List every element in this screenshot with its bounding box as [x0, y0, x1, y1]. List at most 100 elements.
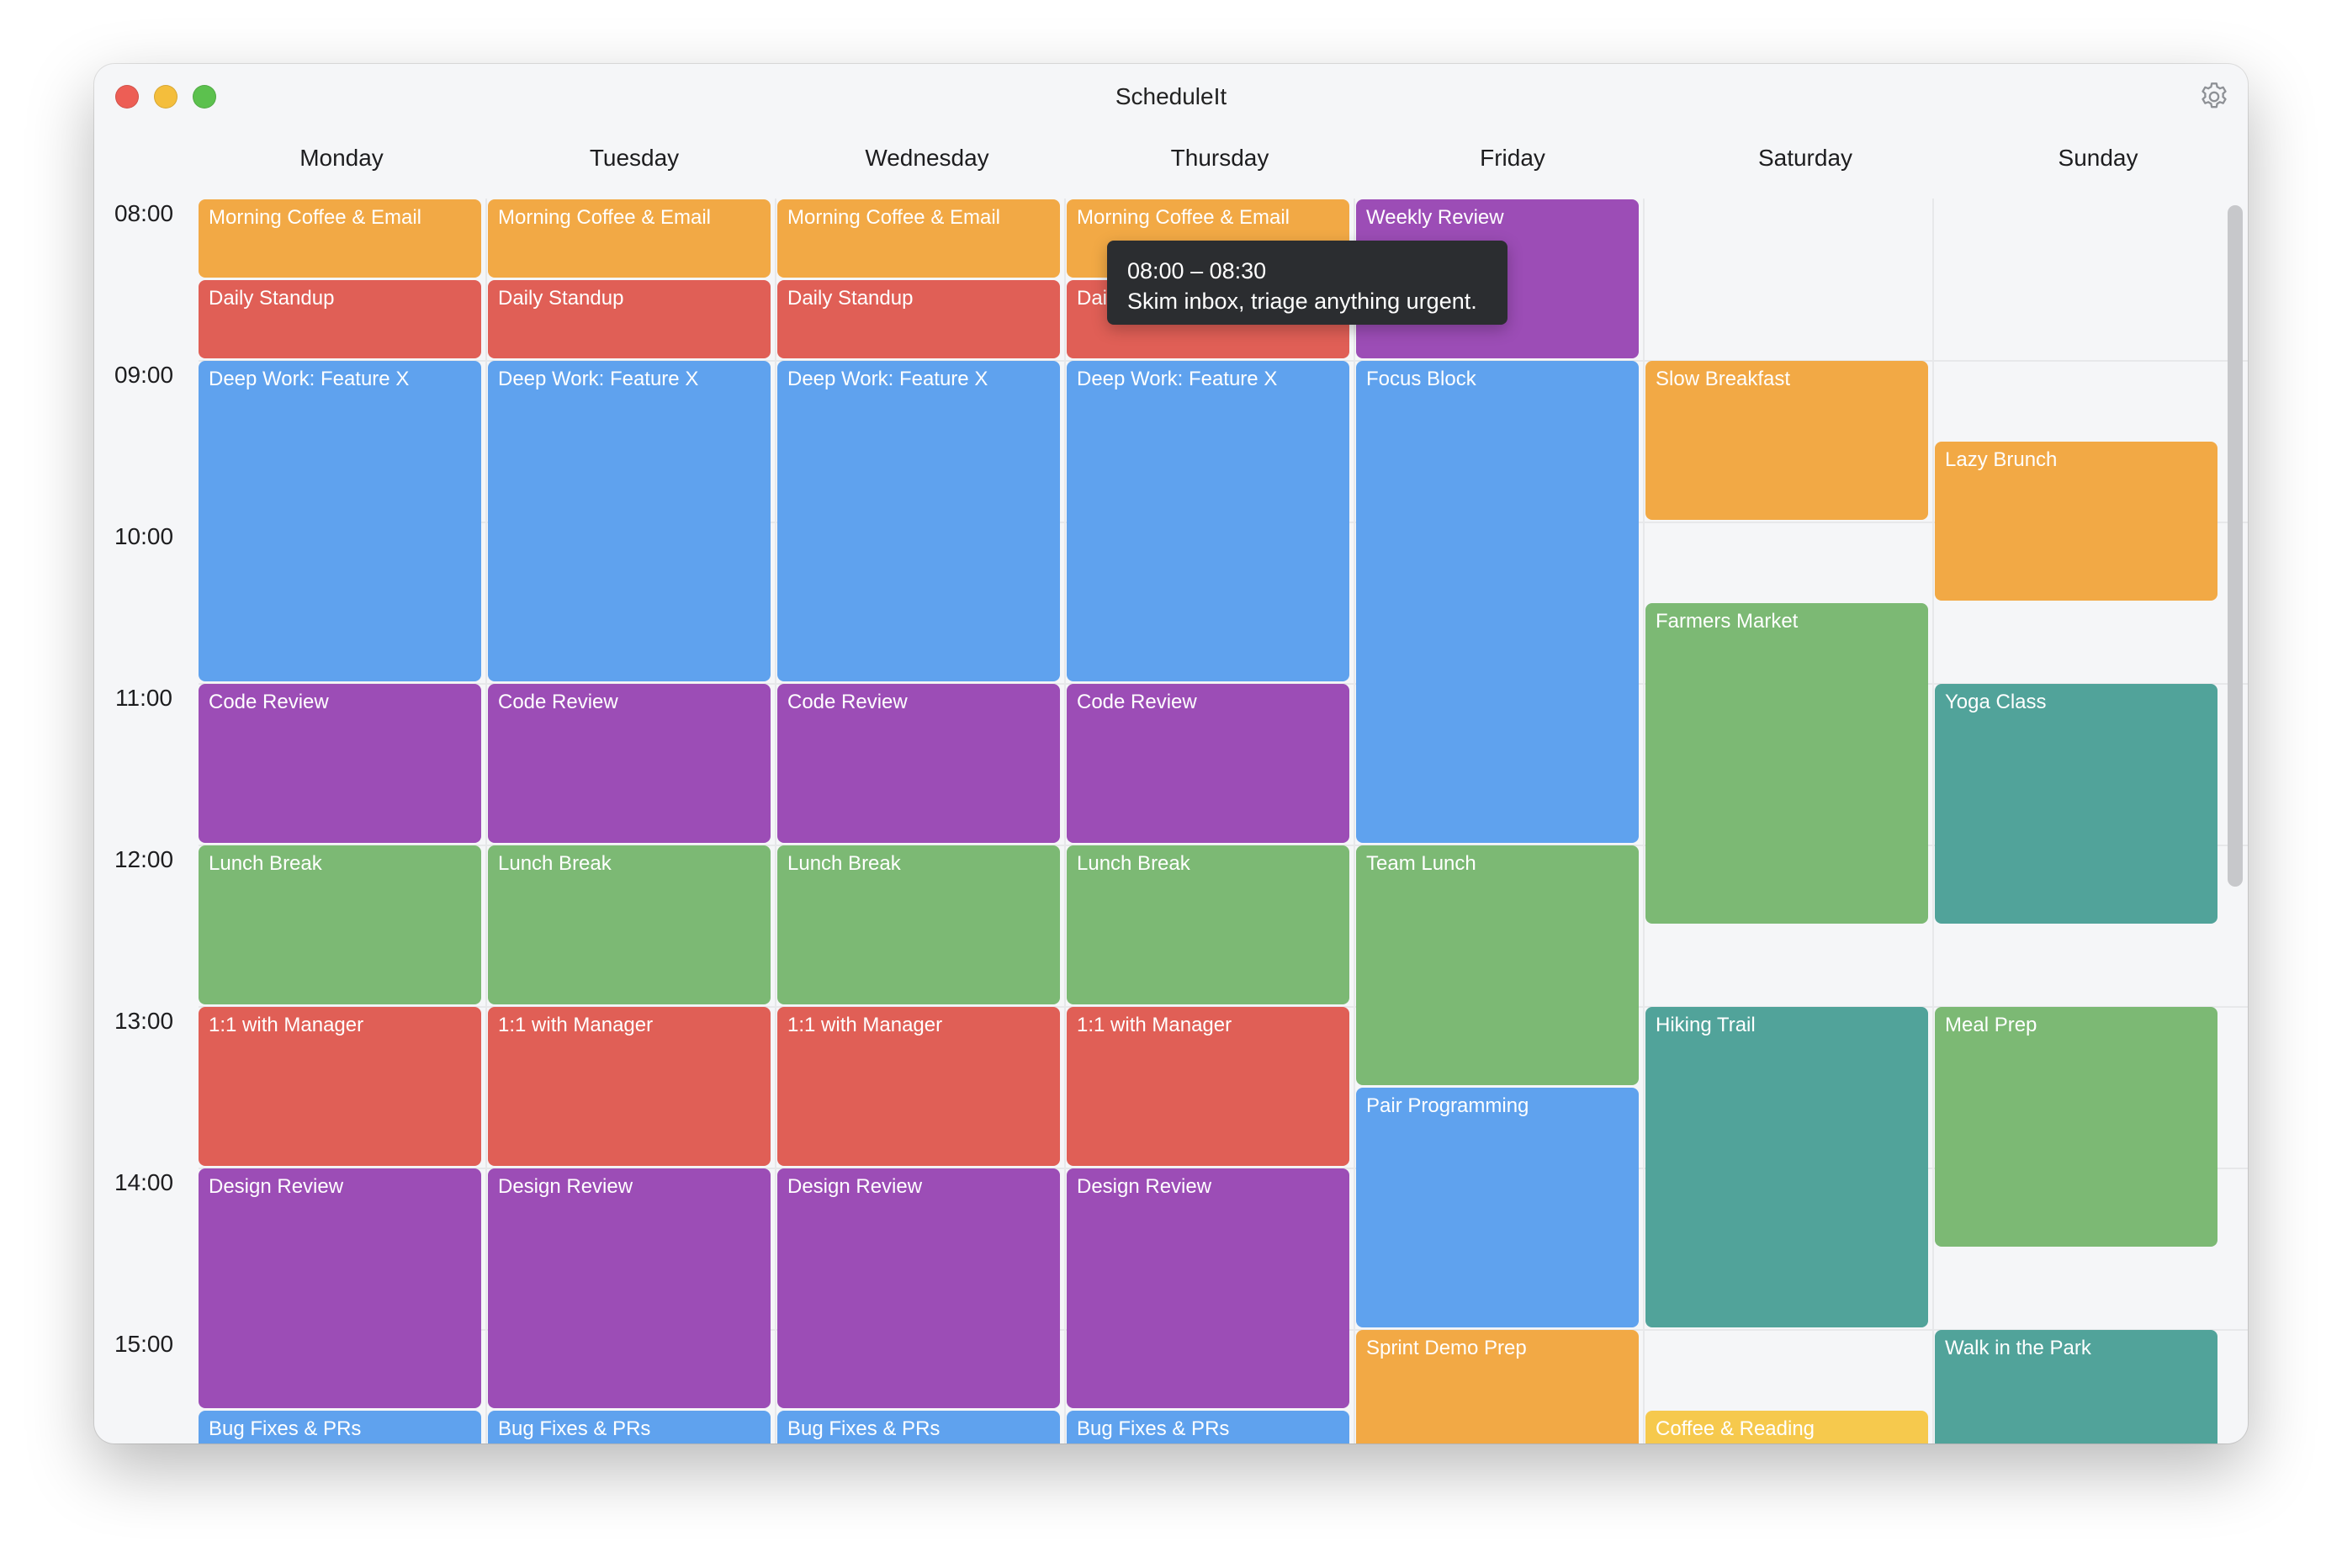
event-block[interactable]: Code Review: [777, 684, 1060, 843]
event-block[interactable]: Yoga Class: [1935, 684, 2217, 924]
event-block[interactable]: Team Lunch: [1356, 845, 1639, 1085]
calendar-grid: 08:00 09:00 10:00 11:00 12:00 13:00 14:00 15:00…: [94, 199, 2248, 1444]
event-title: Morning Coffee & Email: [787, 206, 1001, 229]
event-title: Daily Standup: [209, 287, 335, 310]
event-title: Daily Standup: [787, 287, 914, 310]
event-title: 1:1 with Manager: [1077, 1014, 1232, 1036]
event-block[interactable]: Walk in the Park: [1935, 1330, 2217, 1444]
event-title: Bug Fixes & PRs: [209, 1417, 362, 1440]
event-title: Team Lunch: [1366, 852, 1476, 875]
day-column-divider: [1932, 199, 1934, 1444]
event-title: Slow Breakfast: [1656, 368, 1791, 390]
event-block[interactable]: Deep Work: Feature X: [199, 361, 481, 681]
event-title: Yoga Class: [1945, 691, 2047, 713]
minimize-window-button[interactable]: [154, 85, 178, 109]
day-header-wednesday: Wednesday: [865, 145, 989, 171]
gear-icon: [2202, 82, 2227, 109]
event-title: Morning Coffee & Email: [209, 206, 422, 229]
day-header-monday: Monday: [299, 145, 384, 171]
event-block[interactable]: Deep Work: Feature X: [488, 361, 771, 681]
event-title: Walk in the Park: [1945, 1337, 2091, 1359]
event-tooltip: 08:00 – 08:30 Skim inbox, triage anythin…: [1107, 241, 1507, 325]
app-title: ScheduleIt: [1115, 83, 1227, 109]
event-title: Code Review: [498, 691, 618, 713]
time-label: 11:00: [115, 685, 172, 711]
event-title: Code Review: [787, 691, 908, 713]
event-block[interactable]: Morning Coffee & Email: [777, 199, 1060, 278]
event-block[interactable]: 1:1 with Manager: [777, 1007, 1060, 1166]
event-block[interactable]: Lunch Break: [199, 845, 481, 1004]
event-block[interactable]: Daily Standup: [488, 280, 771, 358]
event-title: Lunch Break: [209, 852, 322, 875]
event-block[interactable]: Design Review: [1067, 1168, 1349, 1408]
maximize-window-button[interactable]: [193, 85, 216, 109]
event-title: Design Review: [209, 1175, 344, 1198]
event-block[interactable]: Lazy Brunch: [1935, 442, 2217, 601]
event-block[interactable]: Pair Programming: [1356, 1088, 1639, 1327]
event-block[interactable]: Code Review: [488, 684, 771, 843]
event-title: Morning Coffee & Email: [1077, 206, 1290, 229]
event-block[interactable]: Focus Block: [1356, 361, 1639, 843]
event-block[interactable]: Design Review: [488, 1168, 771, 1408]
time-label: 14:00: [114, 1169, 174, 1195]
event-title: Bug Fixes & PRs: [498, 1417, 651, 1440]
event-title: Design Review: [787, 1175, 923, 1198]
event-block[interactable]: Lunch Break: [1067, 845, 1349, 1004]
event-block[interactable]: Bug Fixes & PRs: [199, 1411, 481, 1444]
time-label: 15:00: [114, 1331, 174, 1357]
day-header-tuesday: Tuesday: [589, 145, 680, 171]
event-block[interactable]: 1:1 with Manager: [488, 1007, 771, 1166]
event-block[interactable]: Code Review: [1067, 684, 1349, 843]
event-block[interactable]: Coffee & Reading: [1645, 1411, 1928, 1444]
event-block[interactable]: Daily Standup: [777, 280, 1060, 358]
event-block[interactable]: Deep Work: Feature X: [777, 361, 1060, 681]
event-block[interactable]: Morning Coffee & Email: [199, 199, 481, 278]
settings-button[interactable]: [2197, 80, 2231, 114]
close-window-button[interactable]: [115, 85, 139, 109]
event-title: Sprint Demo Prep: [1366, 1337, 1527, 1359]
event-block[interactable]: Deep Work: Feature X: [1067, 361, 1349, 681]
event-block[interactable]: Meal Prep: [1935, 1007, 2217, 1247]
event-title: Deep Work: Feature X: [209, 368, 410, 390]
event-title: 1:1 with Manager: [498, 1014, 654, 1036]
event-title: Design Review: [498, 1175, 633, 1198]
event-title: Design Review: [1077, 1175, 1212, 1198]
tooltip-time: 08:00 – 08:30: [1127, 258, 1267, 283]
event-title: Pair Programming: [1366, 1094, 1529, 1117]
event-title: Hiking Trail: [1656, 1014, 1756, 1036]
event-block[interactable]: Sprint Demo Prep: [1356, 1330, 1639, 1444]
event-title: Lazy Brunch: [1945, 448, 2058, 471]
event-block[interactable]: Daily Standup: [199, 280, 481, 358]
event-block[interactable]: Design Review: [199, 1168, 481, 1408]
event-block[interactable]: Slow Breakfast: [1645, 361, 1928, 520]
event-block[interactable]: Lunch Break: [488, 845, 771, 1004]
event-title: Lunch Break: [1077, 852, 1190, 875]
event-title: Weekly Review: [1366, 206, 1504, 229]
event-block[interactable]: Code Review: [199, 684, 481, 843]
event-title: 1:1 with Manager: [787, 1014, 943, 1036]
day-column-divider: [485, 199, 487, 1444]
event-block[interactable]: Bug Fixes & PRs: [777, 1411, 1060, 1444]
day-column-divider: [1354, 199, 1355, 1444]
time-label: 10:00: [114, 523, 174, 549]
event-title: Daily Standup: [498, 287, 624, 310]
event-title: Code Review: [1077, 691, 1197, 713]
event-block[interactable]: Morning Coffee & Email: [488, 199, 771, 278]
vertical-scrollbar[interactable]: [2228, 205, 2243, 887]
event-block[interactable]: Hiking Trail: [1645, 1007, 1928, 1327]
event-block[interactable]: Farmers Market: [1645, 603, 1928, 924]
event-title: Coffee & Reading: [1656, 1417, 1815, 1440]
event-title: Lunch Break: [787, 852, 901, 875]
tooltip-description: Skim inbox, triage anything urgent.: [1127, 289, 1477, 314]
time-label: 08:00: [114, 200, 174, 226]
event-block[interactable]: Bug Fixes & PRs: [488, 1411, 771, 1444]
event-block[interactable]: Design Review: [777, 1168, 1060, 1408]
event-block[interactable]: 1:1 with Manager: [199, 1007, 481, 1166]
day-header-friday: Friday: [1480, 145, 1545, 171]
title-bar: ScheduleIt: [94, 64, 2248, 131]
event-title: Meal Prep: [1945, 1014, 2037, 1036]
time-label: 13:00: [114, 1008, 174, 1034]
event-block[interactable]: 1:1 with Manager: [1067, 1007, 1349, 1166]
event-block[interactable]: Bug Fixes & PRs: [1067, 1411, 1349, 1444]
event-block[interactable]: Lunch Break: [777, 845, 1060, 1004]
